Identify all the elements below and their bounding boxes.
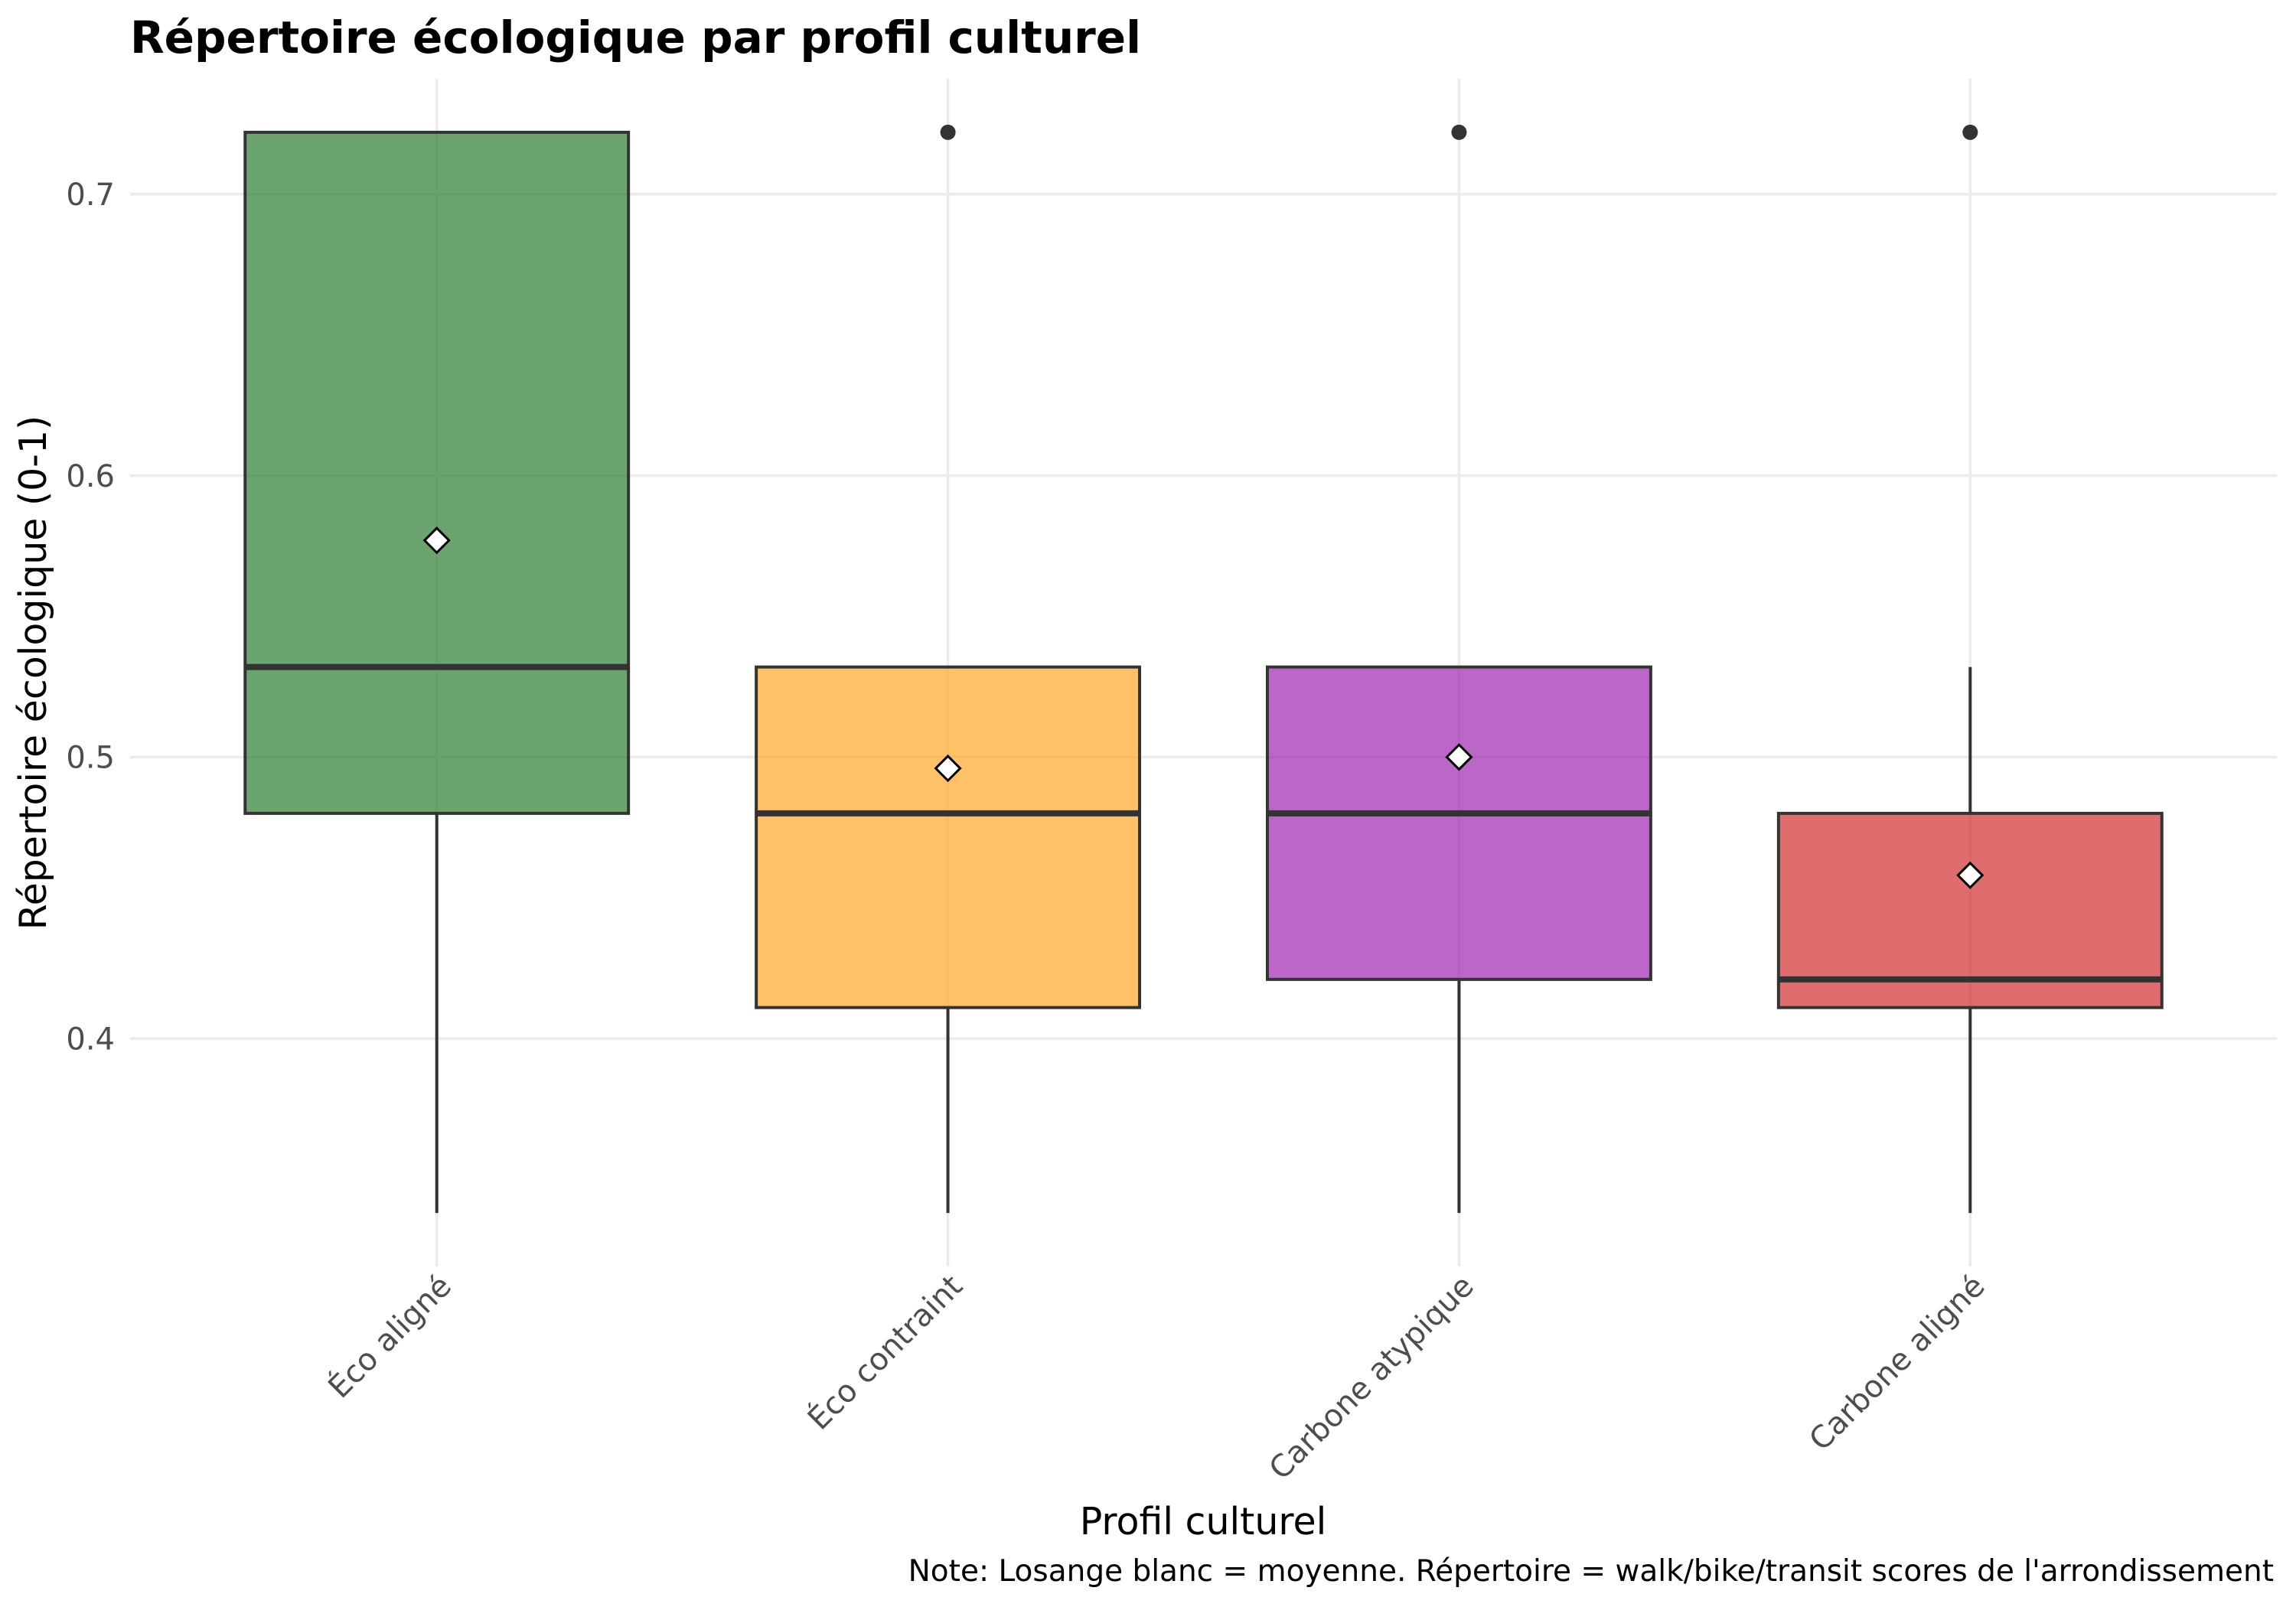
boxplot-eco-aligne xyxy=(243,130,631,1214)
y-tick-label: 0.5 xyxy=(66,741,115,776)
y-axis-title: Répertoire écologique (0-1) xyxy=(11,416,55,931)
mean-marker xyxy=(934,754,962,783)
outlier-point xyxy=(940,124,956,140)
box xyxy=(1776,811,2164,1009)
box xyxy=(755,665,1142,1009)
box xyxy=(1265,665,1652,981)
mean-marker xyxy=(422,526,451,555)
y-tick-label: 0.6 xyxy=(66,459,115,494)
chart-note: Note: Losange blanc = moyenne. Répertoir… xyxy=(908,1554,2274,1589)
boxplot-carbone-aligne xyxy=(1776,124,2164,1214)
x-axis-title: Profil culturel xyxy=(1080,1500,1327,1543)
y-tick-label: 0.7 xyxy=(66,178,115,213)
chart-title: Répertoire écologique par profil culture… xyxy=(130,11,1141,64)
boxplot-carbone-atypique xyxy=(1265,124,1652,1214)
outlier-point xyxy=(1962,124,1978,140)
mean-marker xyxy=(1445,743,1473,771)
y-tick-label: 0.4 xyxy=(66,1022,115,1058)
box xyxy=(243,130,631,815)
y-axis-tick-labels: 0.4 0.5 0.6 0.7 xyxy=(66,178,115,1057)
plot-marks xyxy=(243,124,2164,1214)
boxplot-eco-contraint xyxy=(755,124,1142,1214)
mean-marker xyxy=(1956,861,1985,889)
outlier-point xyxy=(1451,124,1467,140)
